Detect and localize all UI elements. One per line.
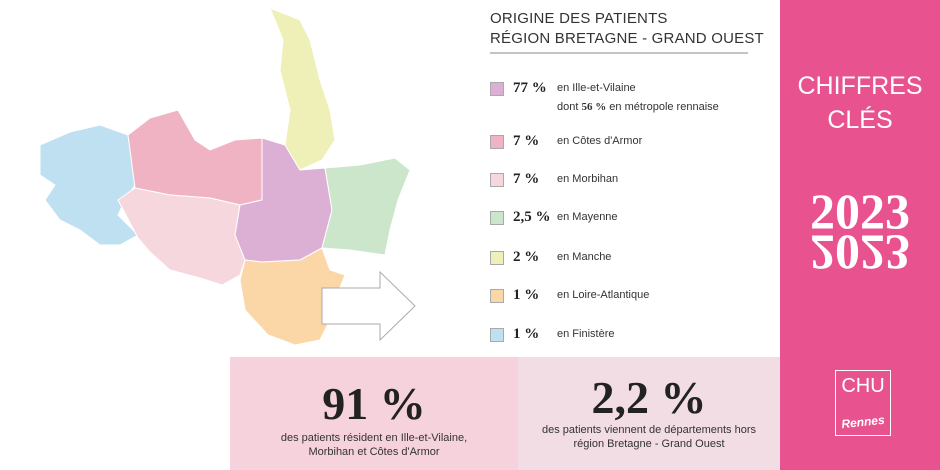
year: 2023: [810, 183, 910, 239]
legend-swatch: [490, 135, 504, 149]
stat-box: 91 % des patients résident en Ille-et-Vi…: [230, 357, 518, 470]
note-value: 56 %: [581, 101, 607, 113]
legend-value: 77 %: [513, 80, 547, 96]
region-mayenne: [321, 157, 411, 256]
legend-label: en Ille-et-Vilaine: [557, 82, 636, 94]
legend-label: en Mayenne: [557, 211, 618, 223]
arrow: [321, 270, 416, 342]
legend-value: 1 %: [513, 326, 540, 342]
legend-swatch: [490, 328, 504, 342]
side-title: CLÉS: [827, 106, 893, 134]
legend-label: en Manche: [557, 251, 612, 263]
legend-label: en Morbihan: [557, 173, 619, 185]
note-text: en métropole rennaise: [609, 101, 719, 113]
title: ORIGINE DES PATIENTS: [490, 10, 668, 27]
legend-swatch: [490, 289, 504, 303]
legend-swatch: [490, 211, 504, 225]
legend-swatch: [490, 82, 504, 96]
legend-label: en Finistère: [557, 328, 615, 340]
region-manche: [269, 7, 336, 171]
stat-value: 2,2 %: [591, 372, 707, 423]
legend-label: en Loire-Atlantique: [557, 289, 650, 301]
stat-text: des patients résident en Ille-et-Vilaine…: [280, 432, 468, 444]
legend-value: 2,5 %: [513, 209, 551, 225]
region-finistere: [39, 124, 139, 246]
map: [39, 7, 748, 346]
stat-value: 91 %: [322, 378, 426, 429]
legend-value: 7 %: [513, 171, 540, 187]
stat-box: 2,2 % des patients viennent de départeme…: [518, 357, 780, 470]
logo-text: CHU: [841, 375, 885, 397]
stat-text: Morbihan et Côtes d'Armor: [308, 446, 440, 458]
year-mirrored: 2023: [810, 225, 910, 281]
legend-swatch: [490, 251, 504, 265]
note-text: dont: [557, 101, 579, 113]
legend-note: dont 56 % en métropole rennaise: [557, 101, 719, 113]
stat-text: région Bretagne - Grand Ouest: [573, 438, 725, 450]
region-morbihan: [117, 187, 246, 286]
stat-text: des patients viennent de départements ho…: [541, 424, 757, 436]
logo: CHU Rennes: [835, 370, 891, 436]
legend-value: 1 %: [513, 287, 540, 303]
legend-swatch: [490, 173, 504, 187]
title: RÉGION BRETAGNE - GRAND OUEST: [490, 30, 764, 47]
side-panel: CHIFFRES CLÉS 2023 2023 CHU Rennes: [780, 0, 940, 470]
logo-text: Rennes: [840, 412, 886, 432]
side-title: CHIFFRES: [797, 72, 923, 100]
legend-value: 7 %: [513, 133, 540, 149]
legend-label: en Côtes d'Armor: [557, 135, 643, 147]
legend-value: 2 %: [513, 249, 540, 265]
